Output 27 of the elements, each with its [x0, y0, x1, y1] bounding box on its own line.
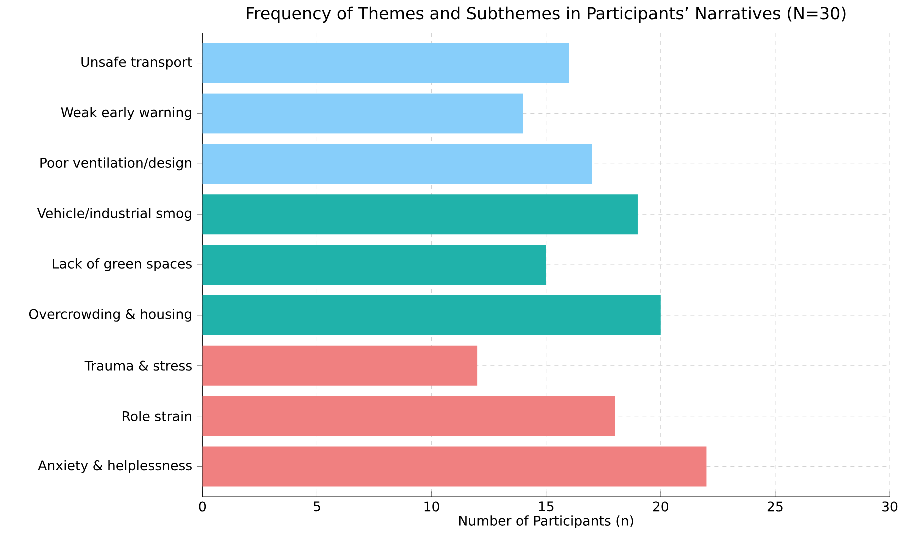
- y-tick-label: Lack of green spaces: [53, 258, 192, 272]
- bar: [202, 346, 478, 386]
- x-tick-label: 30: [882, 502, 898, 512]
- x-tick-label: 10: [424, 502, 440, 512]
- x-tick-label: 0: [199, 502, 206, 512]
- y-tick-label: Trauma & stress: [84, 360, 192, 371]
- y-tick-label: Unsafe transport: [82, 56, 192, 70]
- bar: [202, 144, 592, 184]
- y-tick-label: Poor ventilation/design: [40, 158, 192, 171]
- bar: [202, 396, 616, 436]
- x-axis-title: Number of Participants (n): [460, 516, 634, 529]
- y-tick-label: Anxiety & helplessness: [38, 460, 192, 474]
- x-tick-label: 20: [653, 502, 668, 512]
- x-tick-label: 15: [539, 502, 554, 512]
- bar: [202, 295, 661, 336]
- y-tick-label: Weak early warning: [61, 107, 192, 120]
- bar: [202, 43, 570, 84]
- chart-title: Frequency of Themes and Subthemes in Participants’ Narratives (N=30): [247, 6, 846, 23]
- bar: [202, 446, 707, 487]
- bar: [202, 245, 546, 286]
- y-tick-label: Vehicle/industrial smog: [37, 208, 192, 222]
- y-tick-label: Role strain: [122, 411, 192, 422]
- y-tick-label: Overcrowding & housing: [29, 308, 192, 322]
- x-tick-label: 5: [314, 502, 320, 512]
- x-tick-label: 25: [768, 502, 783, 512]
- bar: [202, 94, 524, 134]
- bar: [202, 194, 638, 235]
